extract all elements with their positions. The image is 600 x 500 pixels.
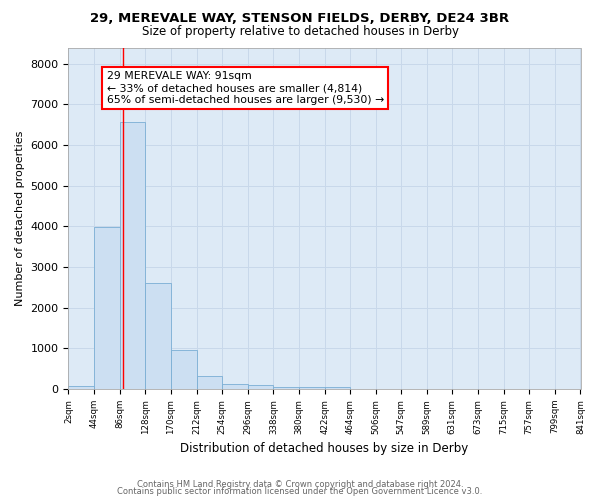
Bar xyxy=(119,122,145,389)
Text: 29 MEREVALE WAY: 91sqm
← 33% of detached houses are smaller (4,814)
65% of semi-: 29 MEREVALE WAY: 91sqm ← 33% of detached… xyxy=(107,72,384,104)
X-axis label: Distribution of detached houses by size in Derby: Distribution of detached houses by size … xyxy=(181,442,469,455)
Bar xyxy=(274,386,299,389)
Bar xyxy=(68,386,94,389)
Text: 29, MEREVALE WAY, STENSON FIELDS, DERBY, DE24 3BR: 29, MEREVALE WAY, STENSON FIELDS, DERBY,… xyxy=(91,12,509,26)
Text: Contains HM Land Registry data © Crown copyright and database right 2024.: Contains HM Land Registry data © Crown c… xyxy=(137,480,463,489)
Bar xyxy=(325,387,350,389)
Bar xyxy=(222,384,248,389)
Text: Contains public sector information licensed under the Open Government Licence v3: Contains public sector information licen… xyxy=(118,488,482,496)
Bar xyxy=(171,350,197,389)
Y-axis label: Number of detached properties: Number of detached properties xyxy=(15,130,25,306)
Bar xyxy=(145,282,171,389)
Bar xyxy=(94,227,119,389)
Bar xyxy=(197,376,222,389)
Text: Size of property relative to detached houses in Derby: Size of property relative to detached ho… xyxy=(142,25,458,38)
Bar xyxy=(299,387,325,389)
Bar xyxy=(248,386,274,389)
